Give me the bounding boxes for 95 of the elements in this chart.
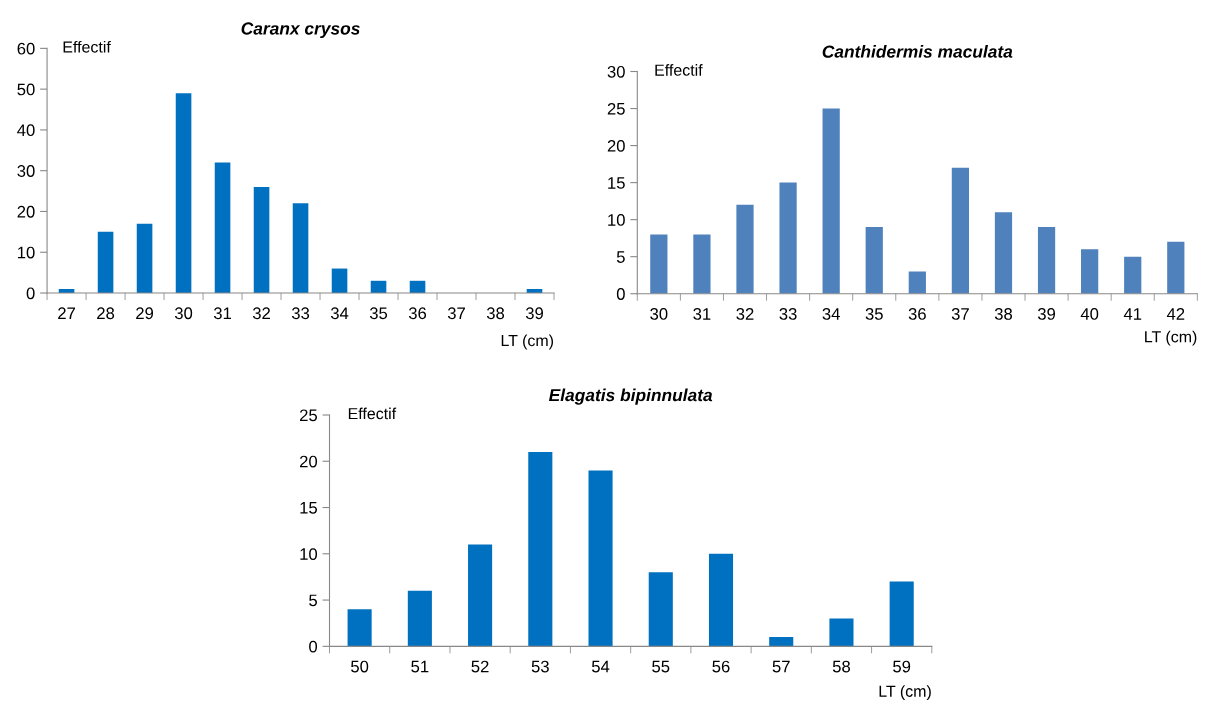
bar [97, 231, 114, 294]
bar [736, 204, 754, 294]
x-tick-label: 31 [693, 308, 711, 320]
bar [951, 167, 970, 294]
x-tick-label: 53 [531, 660, 549, 673]
y-tick-label: 25 [607, 102, 625, 115]
y-tick-label: 10 [18, 246, 35, 259]
x-tick-label: 52 [471, 660, 489, 673]
y-tick-label: 15 [608, 177, 625, 189]
chart-title: Canthidermis maculata [822, 45, 1013, 58]
bar [994, 212, 1013, 294]
y-tick-label: 20 [17, 205, 35, 218]
y-tick-label: 5 [616, 251, 625, 263]
bar [865, 227, 883, 294]
bar [769, 637, 794, 647]
y-tick-label: 0 [616, 288, 625, 300]
x-tick-label: 38 [486, 307, 505, 320]
y-tick-label: 0 [309, 640, 318, 653]
x-tick-label: 28 [97, 307, 115, 320]
bar [331, 268, 348, 294]
bar [822, 108, 840, 294]
y-tick-label: 25 [300, 409, 318, 422]
x-axis-title: LT (cm) [501, 334, 554, 350]
x-tick-label: 37 [951, 308, 969, 320]
bar [292, 203, 309, 294]
bar [708, 553, 734, 647]
x-tick-label: 41 [1123, 308, 1142, 320]
y-tick-label: 30 [17, 165, 35, 177]
x-axis-title: LT (cm) [879, 685, 931, 701]
y-tick-label: 30 [607, 65, 625, 78]
y-tick-label: 40 [17, 124, 35, 137]
bar [1081, 249, 1099, 294]
x-tick-label: 29 [136, 307, 154, 320]
y-tick-label: 20 [300, 455, 318, 468]
x-tick-label: 35 [369, 307, 388, 320]
y-tick-label: 60 [17, 42, 35, 55]
y-axis-title: Effectif [655, 64, 703, 76]
y-tick-label: 10 [608, 214, 625, 226]
x-tick-label: 59 [893, 660, 911, 673]
bar [1167, 241, 1185, 294]
x-tick-label: 33 [779, 308, 797, 320]
y-tick-label: 0 [26, 287, 35, 300]
x-tick-label: 27 [58, 307, 75, 319]
x-tick-label: 37 [447, 307, 465, 320]
y-tick-label: 20 [607, 139, 625, 152]
bar [468, 544, 493, 647]
x-tick-label: 42 [1166, 308, 1185, 320]
bar [1124, 256, 1142, 294]
x-tick-label: 33 [291, 307, 310, 320]
bar [175, 93, 192, 294]
x-tick-label: 35 [865, 308, 883, 320]
chart-title: Elagatis bipinnulata [548, 388, 713, 405]
bar [528, 452, 553, 647]
y-tick-label: 5 [309, 594, 318, 607]
bar [1037, 227, 1056, 294]
x-tick-label: 40 [1080, 308, 1099, 320]
x-tick-label: 56 [712, 660, 730, 673]
x-tick-label: 50 [351, 660, 369, 673]
bar [650, 234, 668, 294]
x-tick-label: 30 [174, 307, 193, 320]
bar [253, 187, 270, 294]
x-tick-label: 34 [330, 307, 349, 320]
bar [693, 234, 711, 294]
bar [214, 162, 231, 294]
bar [779, 182, 797, 294]
x-axis-title: LT (cm) [1145, 330, 1197, 346]
y-tick-label: 10 [300, 548, 318, 560]
x-tick-label: 32 [252, 307, 270, 320]
bar [347, 609, 372, 647]
x-tick-label: 39 [1037, 308, 1056, 320]
bar [136, 223, 153, 294]
x-tick-label: 31 [213, 307, 232, 320]
chart-title: Caranx crysos [241, 22, 360, 39]
bar [588, 470, 613, 647]
x-tick-label: 36 [908, 308, 926, 320]
x-tick-label: 57 [772, 660, 790, 673]
bar [829, 618, 854, 647]
y-axis-title: Effectif [348, 407, 397, 420]
x-tick-label: 39 [525, 307, 543, 320]
y-axis-title: Effectif [63, 40, 111, 53]
x-tick-label: 54 [591, 660, 610, 673]
x-tick-label: 32 [736, 308, 754, 320]
x-tick-label: 36 [408, 307, 427, 320]
x-tick-label: 38 [994, 308, 1013, 320]
bar [889, 581, 914, 647]
x-tick-label: 34 [822, 308, 840, 320]
bar [407, 590, 432, 647]
x-tick-label: 51 [411, 660, 429, 673]
bar [908, 271, 926, 294]
y-tick-label: 50 [17, 83, 35, 96]
y-tick-label: 15 [300, 502, 318, 514]
x-tick-label: 58 [832, 660, 851, 673]
bar [648, 572, 673, 647]
x-tick-label: 55 [652, 660, 670, 673]
x-tick-label: 30 [650, 308, 668, 320]
